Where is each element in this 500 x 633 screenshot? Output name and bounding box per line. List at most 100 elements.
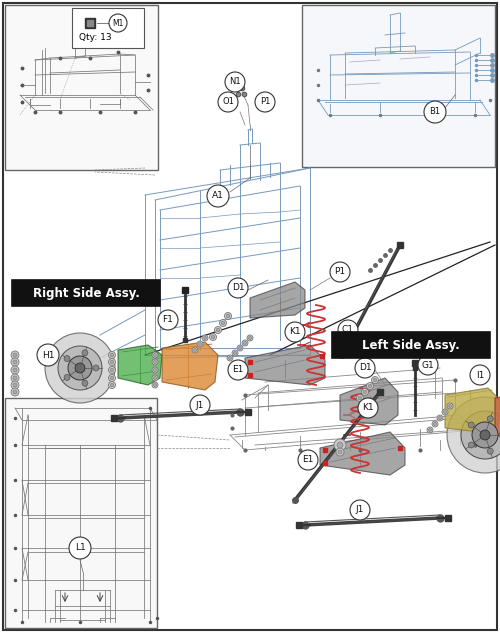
Text: H1: H1 <box>42 351 54 360</box>
Text: F1: F1 <box>162 315 173 325</box>
Circle shape <box>242 340 248 346</box>
Circle shape <box>204 337 206 339</box>
Circle shape <box>214 327 222 334</box>
Circle shape <box>154 353 156 356</box>
Circle shape <box>45 333 115 403</box>
Circle shape <box>37 344 59 366</box>
Text: B1: B1 <box>430 108 440 116</box>
Circle shape <box>336 448 344 456</box>
Circle shape <box>228 360 248 380</box>
Circle shape <box>225 72 245 92</box>
Circle shape <box>11 374 19 382</box>
Circle shape <box>285 322 305 342</box>
Circle shape <box>68 356 92 380</box>
Circle shape <box>210 334 216 341</box>
Circle shape <box>228 278 248 298</box>
Circle shape <box>468 422 474 428</box>
Circle shape <box>244 341 246 344</box>
Circle shape <box>237 345 243 351</box>
Circle shape <box>154 361 156 363</box>
Circle shape <box>108 351 116 358</box>
Circle shape <box>13 368 17 372</box>
Circle shape <box>366 382 374 389</box>
Circle shape <box>447 403 453 409</box>
Circle shape <box>11 388 19 396</box>
Circle shape <box>372 377 378 384</box>
Circle shape <box>13 353 17 357</box>
Circle shape <box>75 363 85 373</box>
Circle shape <box>202 335 208 341</box>
Text: K1: K1 <box>289 327 301 337</box>
Circle shape <box>247 335 253 341</box>
Circle shape <box>444 410 446 413</box>
Circle shape <box>152 359 158 365</box>
Text: D1: D1 <box>232 284 244 292</box>
Circle shape <box>11 358 19 366</box>
Text: I1: I1 <box>476 370 484 380</box>
Polygon shape <box>445 388 500 433</box>
Circle shape <box>154 377 156 380</box>
Circle shape <box>152 352 158 358</box>
Text: D1: D1 <box>358 363 372 372</box>
Circle shape <box>428 429 432 432</box>
Circle shape <box>11 381 19 389</box>
Circle shape <box>110 368 114 372</box>
Circle shape <box>108 375 116 382</box>
Circle shape <box>442 409 448 415</box>
Text: L1: L1 <box>74 544 86 553</box>
Bar <box>5 5 158 170</box>
Circle shape <box>238 346 242 349</box>
Circle shape <box>447 397 500 473</box>
Text: O1: O1 <box>222 97 234 106</box>
Circle shape <box>158 310 178 330</box>
Circle shape <box>356 394 364 401</box>
Text: E1: E1 <box>232 365 243 375</box>
Circle shape <box>227 355 233 361</box>
Bar <box>72 8 144 48</box>
Bar <box>5 398 157 628</box>
Circle shape <box>13 390 17 394</box>
Circle shape <box>109 14 127 32</box>
Circle shape <box>152 375 158 381</box>
Bar <box>12 280 160 306</box>
Polygon shape <box>495 392 500 440</box>
Circle shape <box>480 430 490 440</box>
Circle shape <box>337 442 343 448</box>
Circle shape <box>448 404 452 408</box>
Circle shape <box>358 396 362 400</box>
Circle shape <box>432 421 438 427</box>
Circle shape <box>198 342 202 346</box>
Circle shape <box>64 374 70 380</box>
Polygon shape <box>320 432 405 475</box>
Circle shape <box>197 341 203 347</box>
Circle shape <box>228 356 232 360</box>
Circle shape <box>338 320 358 340</box>
Circle shape <box>218 92 238 112</box>
Circle shape <box>108 382 116 389</box>
Circle shape <box>82 350 88 356</box>
Text: Qty: 13: Qty: 13 <box>78 32 112 42</box>
Text: A1: A1 <box>212 192 224 201</box>
Circle shape <box>154 384 156 387</box>
Circle shape <box>350 500 370 520</box>
Circle shape <box>488 448 494 454</box>
Circle shape <box>69 537 91 559</box>
Circle shape <box>255 92 275 112</box>
Circle shape <box>207 185 229 207</box>
Circle shape <box>13 376 17 380</box>
Circle shape <box>355 358 375 378</box>
Circle shape <box>192 347 198 353</box>
Circle shape <box>220 320 226 327</box>
Circle shape <box>368 384 372 388</box>
Circle shape <box>108 367 116 373</box>
Circle shape <box>211 335 215 339</box>
Circle shape <box>216 329 220 332</box>
Circle shape <box>226 314 230 318</box>
Circle shape <box>248 337 252 339</box>
Circle shape <box>152 382 158 388</box>
Circle shape <box>58 346 102 390</box>
Polygon shape <box>245 345 325 385</box>
Circle shape <box>340 347 350 357</box>
Circle shape <box>93 365 99 371</box>
Circle shape <box>232 350 238 356</box>
